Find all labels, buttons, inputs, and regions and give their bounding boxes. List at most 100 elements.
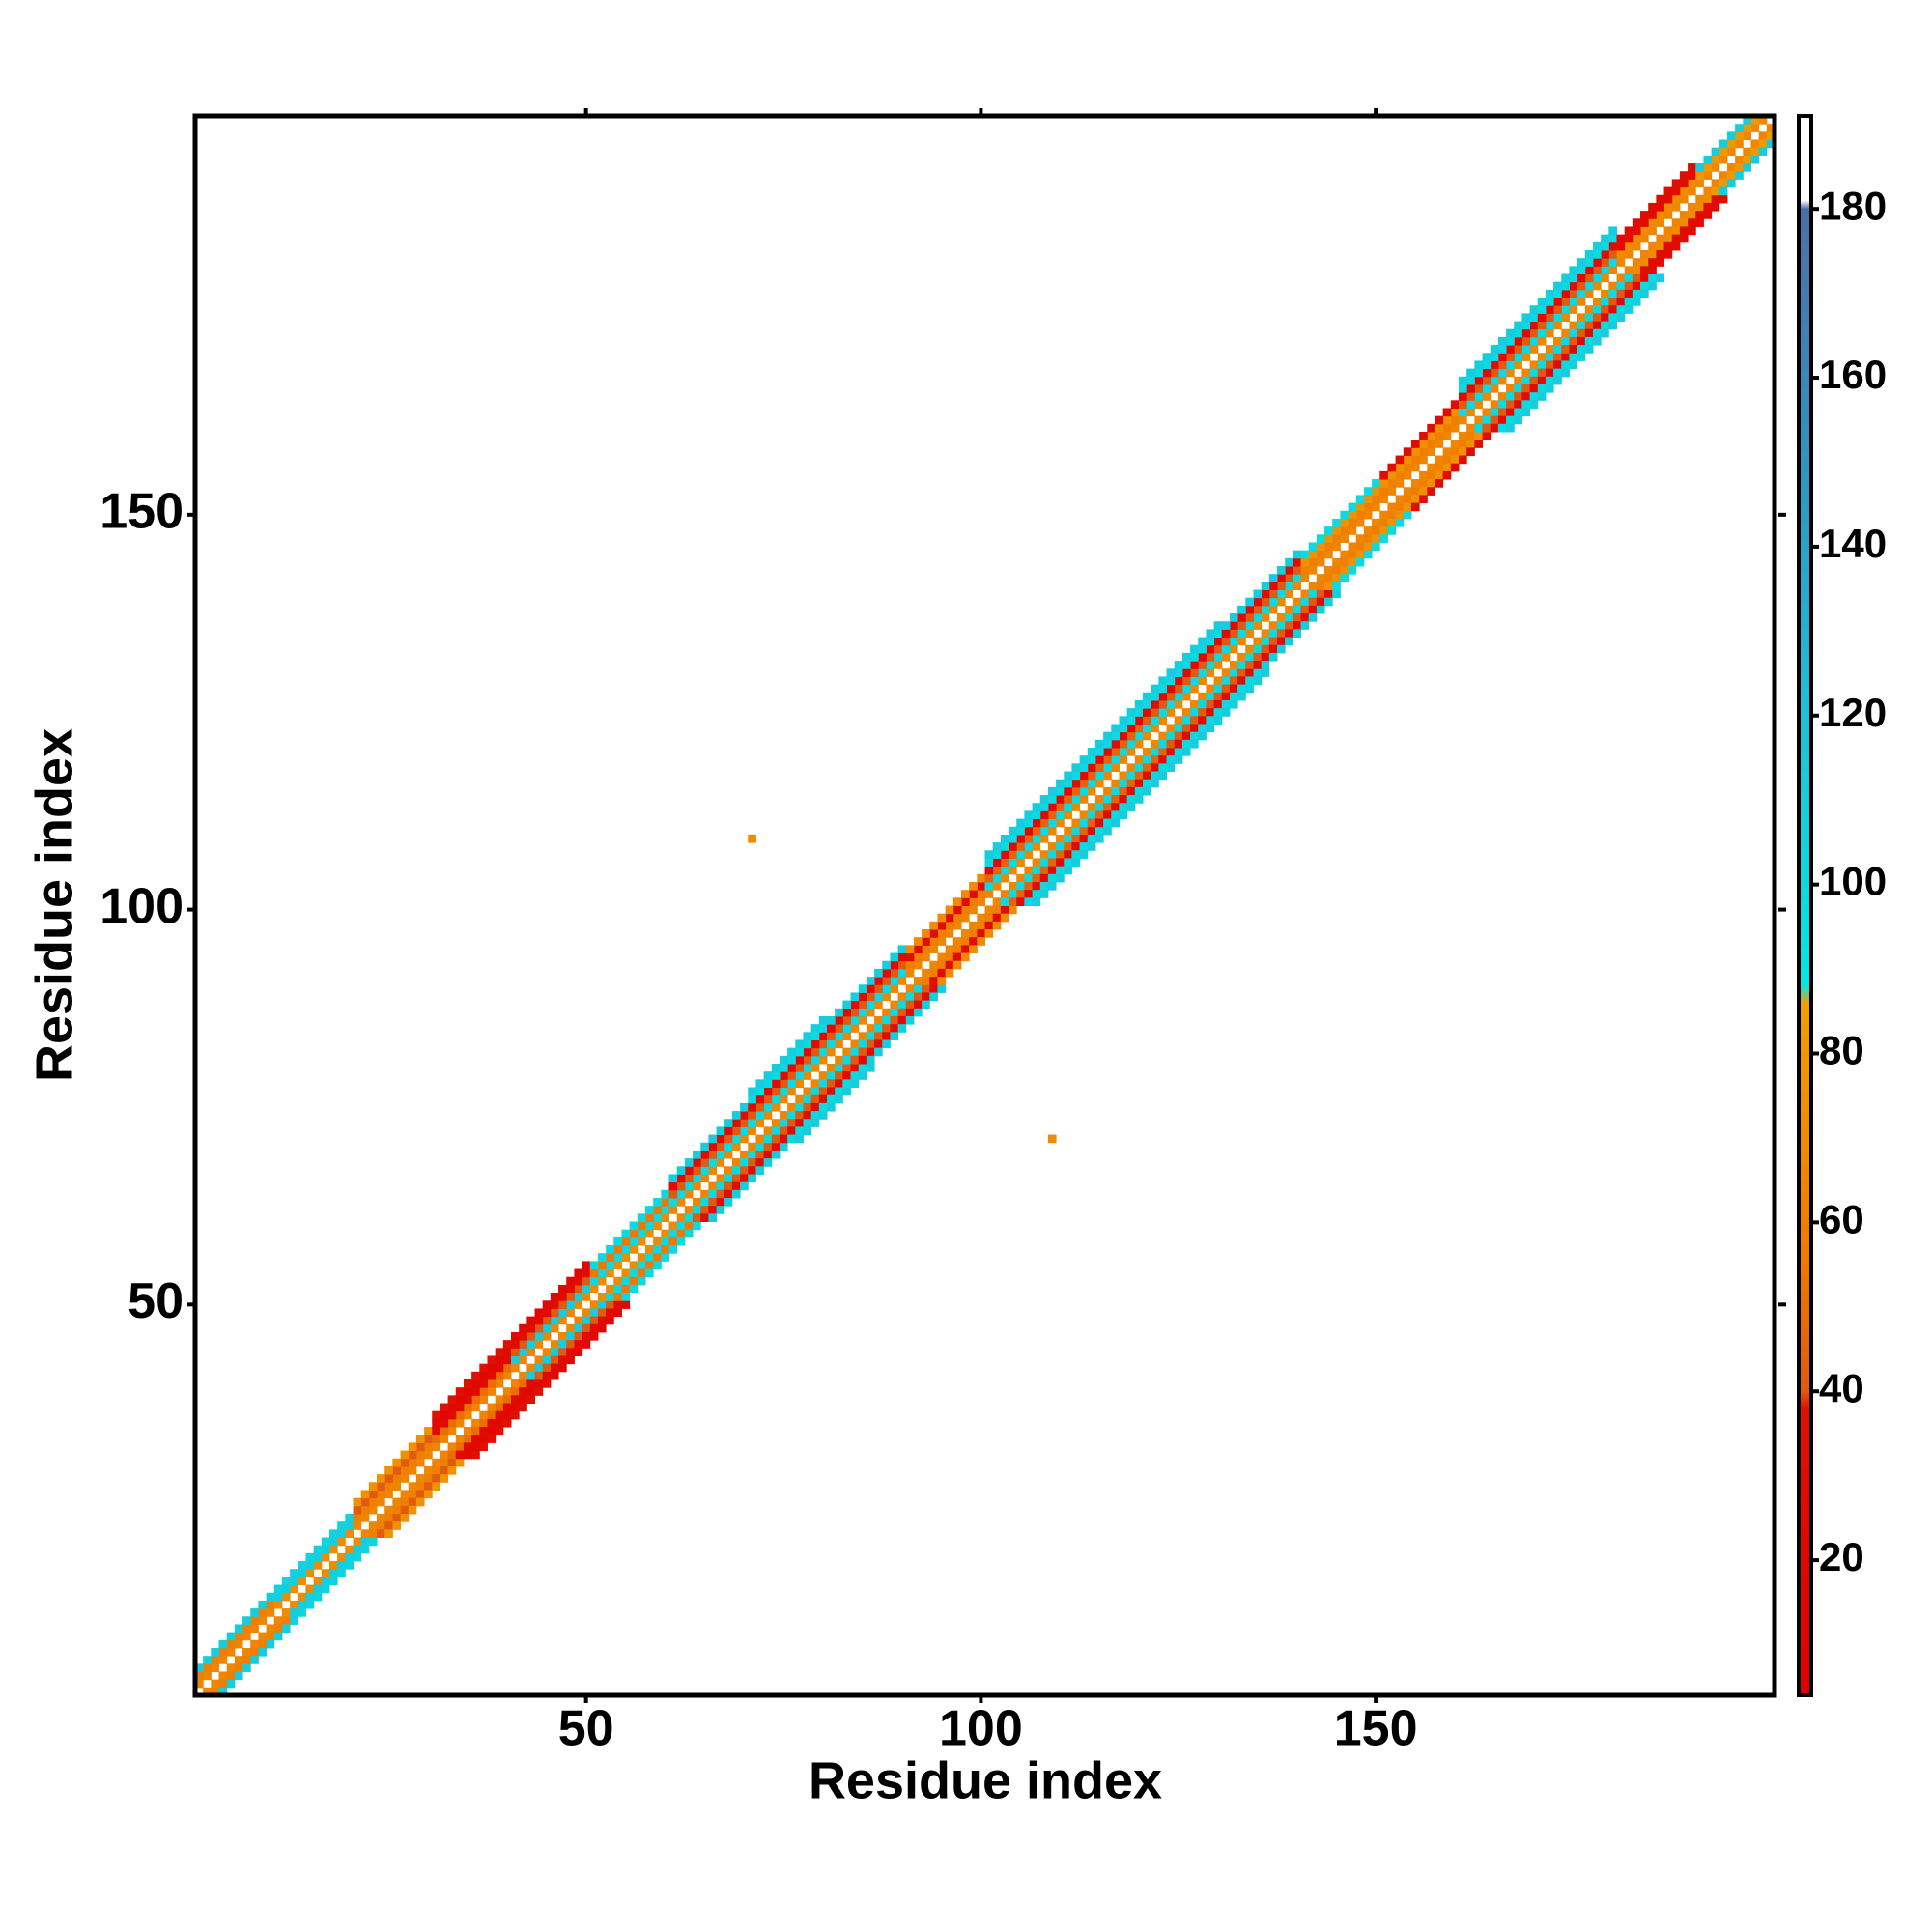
heatmap-cell — [1285, 582, 1293, 590]
heatmap-cell — [1119, 748, 1128, 756]
heatmap-cell — [1340, 557, 1350, 567]
heatmap-cell — [1340, 526, 1350, 535]
heatmap-cell — [1497, 345, 1507, 354]
heatmap-cell — [1064, 795, 1072, 804]
heatmap-cell — [913, 1000, 923, 1009]
heatmap-cell — [1134, 795, 1144, 804]
heatmap-cell — [1561, 289, 1570, 298]
heatmap-cell — [1276, 644, 1286, 654]
heatmap-cell — [1521, 392, 1531, 401]
heatmap-cell — [1190, 731, 1199, 741]
heatmap-cell — [1190, 716, 1199, 724]
heatmap-cell — [668, 1197, 678, 1207]
heatmap-cell — [1237, 661, 1246, 669]
heatmap-cell — [218, 1679, 228, 1689]
heatmap-cell — [1190, 724, 1199, 733]
heatmap-cell — [1577, 266, 1586, 274]
heatmap-cell — [803, 1126, 812, 1136]
heatmap-cell — [1758, 139, 1768, 149]
heatmap-cell — [226, 1647, 236, 1657]
heatmap-cell — [1695, 202, 1704, 212]
heatmap-cell — [345, 1552, 354, 1562]
heatmap-cell — [1726, 131, 1736, 141]
heatmap-cell — [1268, 621, 1278, 630]
heatmap-cell — [1529, 321, 1539, 330]
heatmap-cell — [763, 1142, 773, 1151]
heatmap-cell — [415, 1490, 425, 1499]
heatmap-cell — [842, 1024, 852, 1033]
heatmap-cell — [1506, 328, 1515, 338]
heatmap-cell — [1245, 605, 1254, 614]
heatmap-cell — [1253, 605, 1263, 614]
heatmap-cell — [1545, 360, 1554, 370]
heatmap-cell — [1340, 574, 1350, 582]
heatmap-cell — [866, 977, 875, 985]
heatmap-cell — [1506, 345, 1515, 354]
heatmap-cell — [1403, 447, 1412, 457]
heatmap-cell — [1126, 771, 1136, 781]
heatmap-cell — [1174, 692, 1183, 701]
heatmap-cell — [1221, 684, 1231, 694]
heatmap-cell — [328, 1537, 338, 1547]
heatmap-cell — [771, 1094, 781, 1104]
heatmap-cell — [1695, 194, 1704, 204]
heatmap-cell — [1245, 597, 1254, 607]
heatmap-cell — [550, 1340, 559, 1349]
heatmap-cell — [960, 913, 970, 923]
heatmap-cell — [415, 1450, 425, 1460]
heatmap-cell — [305, 1569, 315, 1577]
heatmap-cell — [1703, 211, 1713, 219]
heatmap-cell — [1442, 408, 1452, 417]
heatmap-cell — [676, 1197, 686, 1207]
heatmap-cell — [1198, 724, 1207, 733]
heatmap-cell — [502, 1363, 512, 1373]
heatmap-cell — [700, 1166, 709, 1175]
heatmap-cell — [1300, 613, 1310, 622]
heatmap-cell — [1514, 353, 1522, 361]
heatmap-cell — [874, 984, 883, 993]
heatmap-cell — [574, 1268, 583, 1278]
heatmap-cell — [1497, 408, 1507, 417]
heatmap-cell — [1213, 676, 1223, 686]
heatmap-cell — [487, 1418, 497, 1428]
heatmap-cell — [882, 977, 891, 985]
heatmap-cell — [606, 1300, 614, 1309]
heatmap-cell — [345, 1545, 354, 1554]
heatmap-cell — [1663, 194, 1673, 204]
heatmap-cell — [866, 1047, 875, 1057]
heatmap-cell — [629, 1284, 639, 1293]
heatmap-cell — [1087, 763, 1096, 773]
heatmap-cell — [882, 984, 891, 993]
heatmap-cell — [1379, 479, 1388, 488]
heatmap-cell — [1584, 305, 1594, 314]
heatmap-cell — [574, 1348, 583, 1356]
heatmap-cell — [440, 1450, 449, 1460]
heatmap-cell — [913, 984, 923, 993]
heatmap-cell — [629, 1245, 639, 1254]
heatmap-cell — [1514, 328, 1522, 338]
heatmap-cell — [803, 1111, 812, 1120]
heatmap-cell — [803, 1032, 812, 1040]
heatmap-cell — [866, 1008, 875, 1017]
heatmap-cell — [755, 1094, 765, 1104]
heatmap-cell — [606, 1268, 614, 1278]
heatmap-cell — [487, 1427, 497, 1435]
heatmap-cell — [835, 1008, 843, 1017]
heatmap-cell — [835, 1055, 843, 1065]
heatmap-cell — [858, 1064, 867, 1072]
heatmap-cell — [787, 1064, 796, 1072]
heatmap-cell — [1071, 763, 1081, 773]
heatmap-cell — [273, 1616, 283, 1625]
heatmap-cell — [1119, 779, 1128, 788]
heatmap-cell — [1276, 574, 1286, 582]
heatmap-cell — [1316, 557, 1325, 567]
heatmap-cell — [708, 1181, 718, 1191]
heatmap-cell — [440, 1418, 449, 1428]
heatmap-cell — [1166, 708, 1176, 717]
heatmap-cell — [502, 1371, 512, 1380]
heatmap-cell — [1490, 384, 1499, 393]
heatmap-cell — [1119, 810, 1128, 820]
heatmap-cell — [1213, 661, 1223, 669]
heatmap-cell — [495, 1371, 504, 1380]
heatmap-cell — [795, 1079, 804, 1089]
